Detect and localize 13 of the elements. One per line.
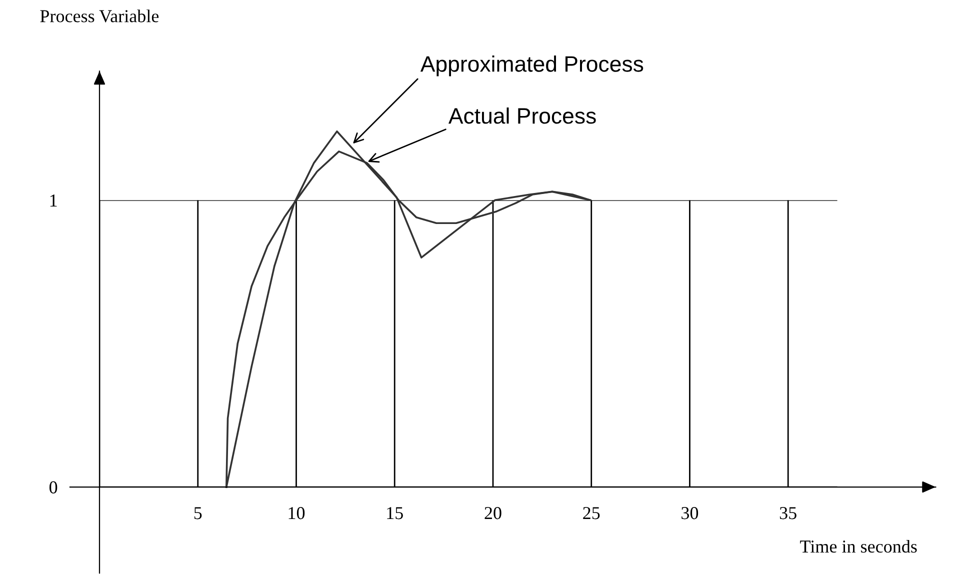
y-tick-label: 1: [50, 194, 57, 206]
x-tick-label: 10: [288, 507, 305, 520]
x-tick-label: 15: [387, 507, 403, 520]
y-axis-title: Process Variable: [40, 10, 159, 22]
y-tick-label: 0: [49, 481, 58, 494]
x-tick-label: 5: [194, 507, 202, 520]
x-tick-label: 35: [780, 507, 796, 520]
x-tick-label: 30: [682, 507, 698, 520]
annotation: Approximated Process: [420, 56, 644, 76]
annotation: Actual Process: [448, 107, 596, 124]
x-tick-label: 20: [484, 507, 502, 520]
x-axis-title: Time in seconds: [800, 540, 917, 553]
x-tick-label: 25: [583, 507, 600, 520]
